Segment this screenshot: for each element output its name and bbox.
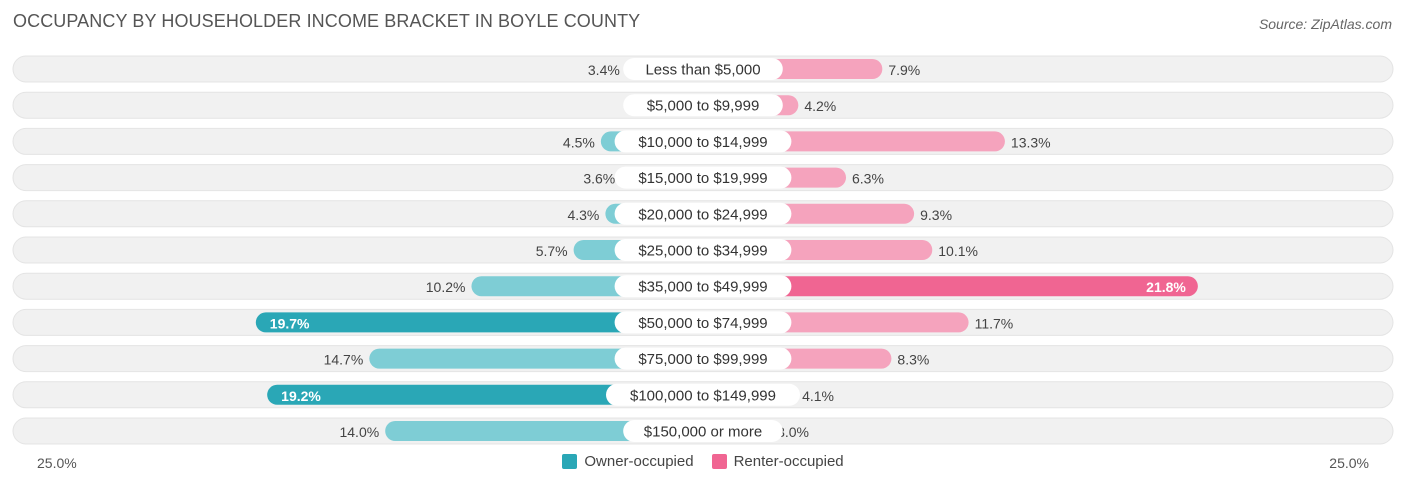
category-pill xyxy=(614,202,792,225)
renter-value-label: 7.9% xyxy=(888,62,920,78)
axis-left-label: 25.0% xyxy=(37,455,77,471)
category-pill xyxy=(623,420,783,442)
owner-value-label: 10.2% xyxy=(426,279,466,295)
owner-value-label: 4.3% xyxy=(567,207,599,223)
category-label: $75,000 to $99,999 xyxy=(638,351,767,368)
renter-value-label: 4.2% xyxy=(804,98,836,114)
category-pill xyxy=(614,130,792,153)
category-label: $25,000 to $34,999 xyxy=(638,243,767,260)
owner-swatch-icon xyxy=(562,454,578,469)
category-label: $15,000 to $19,999 xyxy=(638,170,767,187)
legend-owner-label: Owner-occupied xyxy=(584,453,694,470)
owner-value-label: 5.7% xyxy=(536,243,568,259)
renter-value-label: 11.7% xyxy=(975,315,1014,331)
renter-value-label: 9.3% xyxy=(920,207,952,223)
legend-item-owner[interactable]: Owner-occupied xyxy=(562,453,694,470)
renter-value-label: 4.1% xyxy=(802,388,834,404)
renter-bar xyxy=(699,276,1198,297)
owner-value-label: 3.4% xyxy=(588,62,620,78)
category-pill xyxy=(614,275,792,298)
owner-value-label: 3.6% xyxy=(583,171,615,187)
owner-value-label: 14.0% xyxy=(339,424,379,440)
renter-value-label: 3.0% xyxy=(777,424,809,440)
owner-bar xyxy=(267,384,707,405)
category-label: Less than $5,000 xyxy=(645,62,760,79)
owner-value-label: 19.2% xyxy=(281,388,321,404)
chart-title: OCCUPANCY BY HOUSEHOLDER INCOME BRACKET … xyxy=(13,11,641,31)
category-pill xyxy=(614,166,792,189)
renter-value-label: 8.3% xyxy=(897,352,929,368)
category-pill xyxy=(606,383,800,406)
renter-value-label: 13.3% xyxy=(1011,134,1051,150)
renter-value-label: 10.1% xyxy=(938,243,978,259)
owner-value-label: 4.5% xyxy=(563,134,595,150)
category-pill xyxy=(623,94,783,117)
category-label: $10,000 to $14,999 xyxy=(638,134,767,151)
category-pill xyxy=(614,239,792,261)
source-label: Source: ZipAtlas.com xyxy=(1258,16,1392,32)
owner-bar xyxy=(255,312,707,333)
category-label: $150,000 or more xyxy=(644,424,762,441)
category-label: $20,000 to $24,999 xyxy=(638,206,767,223)
renter-value-label: 21.8% xyxy=(1146,279,1186,295)
category-label: $35,000 to $49,999 xyxy=(638,279,767,296)
category-label: $50,000 to $74,999 xyxy=(638,315,767,332)
owner-value-label: 19.7% xyxy=(270,315,310,331)
axis-right-label: 25.0% xyxy=(1329,455,1369,471)
owner-value-label: 14.7% xyxy=(324,352,364,368)
category-label: $100,000 to $149,999 xyxy=(630,387,776,404)
category-label: $5,000 to $9,999 xyxy=(647,98,760,115)
category-pill xyxy=(614,347,792,370)
renter-value-label: 6.3% xyxy=(852,171,884,187)
category-pill xyxy=(614,311,792,334)
legend-renter-label: Renter-occupied xyxy=(733,453,844,470)
category-pill xyxy=(623,58,783,80)
legend: Owner-occupied Renter-occupied xyxy=(0,453,1406,470)
legend-item-renter[interactable]: Renter-occupied xyxy=(711,453,844,470)
renter-swatch-icon xyxy=(711,454,727,469)
